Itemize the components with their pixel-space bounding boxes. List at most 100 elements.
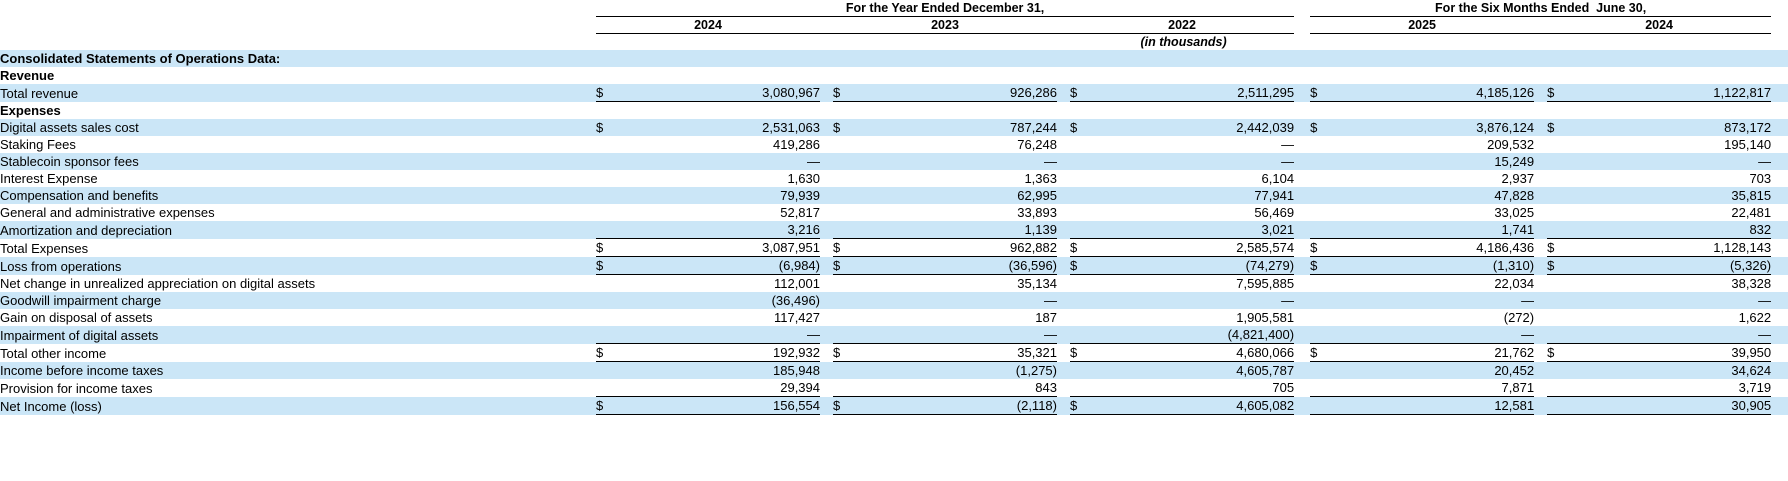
dollar-sign [833, 361, 853, 379]
dollar-sign [1310, 275, 1330, 293]
dollar-sign [596, 187, 616, 204]
value-cell: 62,995 [853, 187, 1057, 204]
value-cell: 156,554 [616, 396, 820, 415]
row-pad [1771, 84, 1788, 102]
column-gap [1294, 102, 1310, 120]
dollar-sign: $ [1547, 256, 1568, 275]
column-gap [820, 170, 833, 187]
dollar-sign [1547, 204, 1567, 221]
row-pad [1771, 136, 1788, 153]
column-gap [1534, 361, 1548, 379]
dollar-sign [833, 67, 853, 84]
dollar-sign: $ [596, 119, 616, 136]
value-cell: — [1567, 292, 1772, 309]
row-pad [1771, 309, 1788, 326]
row-pad [1771, 396, 1788, 415]
dollar-sign [596, 204, 616, 221]
year-column-header-2024-six-months: 2024 [1547, 16, 1772, 34]
value-cell: 2,585,574 [1090, 238, 1295, 257]
row-label: Consolidated Statements of Operations Da… [0, 50, 596, 67]
table-row: Consolidated Statements of Operations Da… [0, 50, 1788, 67]
value-cell: — [1090, 153, 1295, 170]
dollar-sign [1070, 361, 1090, 379]
dollar-sign [1310, 326, 1331, 344]
value-cell: 703 [1749, 171, 1772, 186]
value-cell: 1,630 [787, 171, 820, 186]
value-cell: 6,104 [1261, 171, 1295, 186]
header-spacer [0, 17, 596, 34]
value-cell: 1,622 [1738, 310, 1772, 325]
dollar-sign [833, 309, 853, 326]
dollar-sign [1070, 221, 1090, 239]
dollar-sign [1547, 275, 1567, 293]
value-cell: — [853, 292, 1057, 309]
table-row: Income before income taxes 185,948 (1,275)… [0, 361, 1788, 379]
value-cell: 1,128,143 [1567, 238, 1772, 257]
column-gap [1057, 396, 1070, 415]
dollar-sign: $ [1070, 84, 1090, 102]
column-gap [1294, 344, 1310, 362]
dollar-sign: $ [833, 256, 853, 275]
value-cell: 3,719 [1567, 379, 1772, 397]
value-cell: 1,363 [1024, 171, 1057, 186]
value-cell: 22,034 [1494, 276, 1535, 291]
column-gap [1057, 187, 1070, 204]
column-gap [820, 344, 833, 362]
value-cell: 787,244 [853, 119, 1057, 136]
row-pad [1771, 326, 1788, 344]
column-gap [820, 379, 833, 397]
value-cell [1090, 102, 1294, 120]
column-gap [1534, 16, 1548, 34]
dollar-sign [833, 187, 853, 204]
dollar-sign: $ [1070, 396, 1090, 415]
value-cell: 419,286 [773, 137, 820, 152]
value-cell [853, 102, 1057, 120]
dollar-sign [1310, 221, 1331, 239]
dollar-sign: $ [1070, 238, 1090, 257]
dollar-sign: $ [596, 343, 616, 362]
value-cell: — [616, 153, 820, 170]
column-gap [1057, 16, 1070, 34]
dollar-sign: $ [1310, 238, 1331, 257]
column-gap [1057, 292, 1070, 309]
dollar-sign: $ [1310, 84, 1331, 102]
value-cell: 2,511,295 [1090, 84, 1295, 102]
value-cell: 209,532 [1487, 137, 1535, 152]
dollar-sign: $ [1547, 84, 1568, 102]
column-gap [820, 136, 833, 153]
table-row: Amortization and depreciation 3,216 1,139 3… [0, 221, 1788, 239]
dollar-sign [1310, 153, 1331, 170]
column-gap [1534, 344, 1547, 362]
row-pad [1771, 119, 1788, 136]
value-cell: 3,080,967 [616, 84, 820, 102]
value-cell: 192,932 [616, 343, 820, 362]
dollar-sign [1547, 309, 1567, 326]
value-cell: (272) [1503, 310, 1535, 325]
value-cell: 3,087,951 [616, 238, 820, 257]
dollar-sign [596, 292, 616, 309]
header-spacer [1771, 34, 1788, 51]
row-label: Amortization and depreciation [0, 221, 596, 239]
row-pad [1771, 275, 1788, 293]
header-spacer [1771, 0, 1788, 17]
dollar-sign [1310, 396, 1331, 415]
dollar-sign [596, 136, 616, 153]
dollar-sign: $ [833, 343, 853, 362]
column-gap [1534, 256, 1548, 275]
row-label: Revenue [0, 68, 55, 83]
column-gap [1294, 379, 1310, 397]
row-pad [1771, 361, 1788, 379]
dollar-sign [1547, 326, 1568, 344]
year-column-header-2022: 2022 [1070, 16, 1295, 34]
table-row: Compensation and benefits 79,939 62,995 77,… [0, 187, 1788, 204]
in-thousands-note: (in thousands) [1140, 35, 1227, 49]
value-cell [1567, 102, 1771, 120]
dollar-sign: $ [833, 119, 853, 136]
row-label: Staking Fees [0, 137, 76, 152]
row-pad [1771, 102, 1788, 120]
value-cell: (36,496) [616, 292, 820, 309]
dollar-sign [1547, 379, 1568, 397]
table-row: Loss from operations $ (6,984) $ (36,596) $ (7… [0, 256, 1788, 275]
column-gap [1294, 119, 1311, 136]
dollar-sign [1070, 204, 1090, 221]
